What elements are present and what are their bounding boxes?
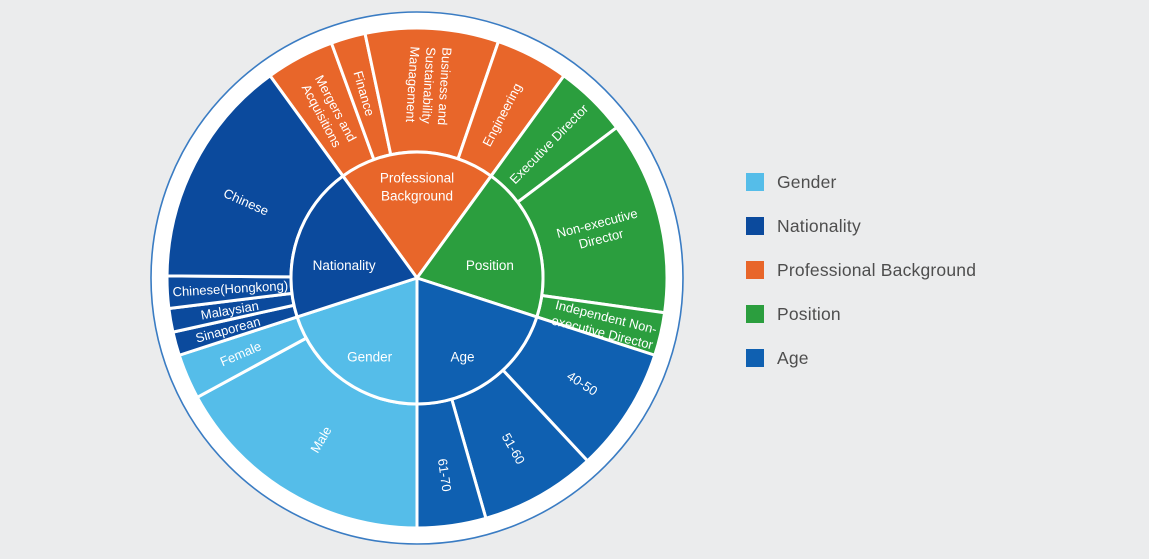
legend-swatch-professional-background <box>746 261 764 279</box>
legend-label: Professional Background <box>777 259 977 280</box>
legend-item-professional-background[interactable]: Professional Background <box>746 257 976 283</box>
legend-item-gender[interactable]: Gender <box>746 169 976 195</box>
legend-swatch-nationality <box>746 217 764 235</box>
legend-item-age[interactable]: Age <box>746 345 976 371</box>
legend-label: Nationality <box>777 215 861 236</box>
label-professional-background: Professional Background <box>380 171 454 204</box>
legend-swatch-gender <box>746 173 764 191</box>
label-position: Position <box>466 258 514 273</box>
label-age: Age <box>450 350 474 365</box>
label-business-and-sustainability-management: Business andSustainabilityManagement <box>403 45 455 126</box>
chart-legend: Gender Nationality Professional Background… <box>746 169 976 389</box>
segment-nationality[interactable] <box>289 174 419 319</box>
segment-position[interactable] <box>415 174 545 319</box>
segment-age[interactable] <box>415 276 539 406</box>
legend-item-position[interactable]: Position <box>746 301 976 327</box>
segment-professional-background[interactable] <box>341 150 493 280</box>
label-gender: Gender <box>347 350 393 365</box>
legend-label: Age <box>777 347 809 368</box>
label-nationality: Nationality <box>313 258 376 273</box>
legend-label: Gender <box>777 171 837 192</box>
label-61-70: 61-70 <box>435 458 454 493</box>
segment-gender[interactable] <box>295 276 419 406</box>
legend-item-nationality[interactable]: Nationality <box>746 213 976 239</box>
legend-swatch-position <box>746 305 764 323</box>
legend-swatch-age <box>746 349 764 367</box>
legend-label: Position <box>777 303 841 324</box>
label-chinese-hongkong: Chinese(Hongkong) <box>172 278 288 300</box>
